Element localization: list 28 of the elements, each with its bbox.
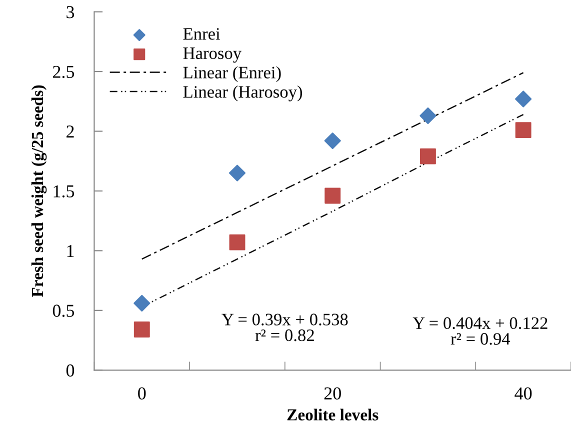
legend-label: Enrei xyxy=(183,28,220,40)
point xyxy=(324,132,341,150)
legend-label: Harosoy xyxy=(183,48,242,63)
point xyxy=(420,107,436,124)
y-tick-label: 1.5 xyxy=(54,185,74,198)
y-axis-title: Fresh seed weight (g/25 seeds) xyxy=(31,85,47,298)
x-tick-label: 40 xyxy=(514,387,532,400)
point xyxy=(134,322,150,338)
legend-label: Linear (Enrei) xyxy=(183,66,281,82)
annotation: Y = 0.404x + 0.122 r² = 0.94 xyxy=(412,317,548,345)
y-tick-label: 1 xyxy=(67,245,74,257)
y-tick-label: 2.5 xyxy=(52,66,74,78)
legend-label: Linear (Harosoy) xyxy=(183,86,302,102)
y-tick-label: 2 xyxy=(66,126,74,138)
x-tick-label: 20 xyxy=(324,387,341,400)
point xyxy=(515,122,532,138)
y-tick-label: 3 xyxy=(66,6,74,18)
annotation: Y = 0.39x + 0.538 r² = 0.82 xyxy=(222,314,348,342)
point xyxy=(229,234,246,250)
point xyxy=(324,188,341,204)
y-tick-label: 0 xyxy=(66,364,74,377)
x-tick-label: 0 xyxy=(138,387,146,400)
point xyxy=(515,90,532,108)
point xyxy=(420,148,436,164)
x-axis-title: Zeolite levels xyxy=(287,408,378,420)
point xyxy=(134,294,150,312)
point xyxy=(228,164,246,182)
y-tick-label: 0.5 xyxy=(52,304,74,317)
